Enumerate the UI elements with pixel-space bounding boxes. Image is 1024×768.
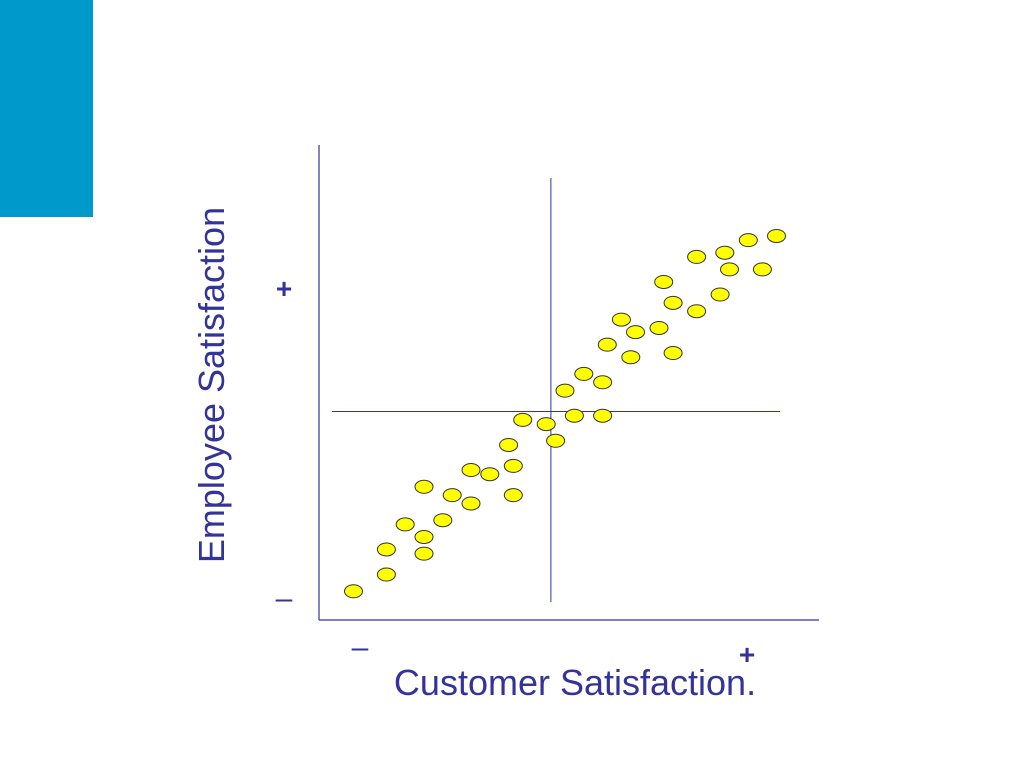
data-point xyxy=(687,249,707,264)
data-point xyxy=(738,233,758,248)
data-point xyxy=(376,542,396,557)
y-low-label: – xyxy=(276,582,293,615)
data-point xyxy=(546,433,566,448)
x-low-label: – xyxy=(352,631,369,664)
data-point xyxy=(344,584,363,599)
data-point xyxy=(555,383,575,398)
data-point xyxy=(720,262,739,277)
data-point xyxy=(593,408,613,423)
data-point xyxy=(499,437,519,452)
data-point xyxy=(414,529,434,544)
data-point xyxy=(663,295,683,310)
data-point xyxy=(752,262,772,277)
y-high-label: + xyxy=(276,273,292,304)
data-point xyxy=(414,479,434,494)
y-axis-title: Employee Satisfaction xyxy=(191,207,232,563)
data-point xyxy=(710,287,730,302)
data-point xyxy=(414,546,434,561)
x-axis-title: Customer Satisfaction. xyxy=(394,662,756,703)
data-point xyxy=(597,337,617,352)
data-point xyxy=(687,304,707,319)
data-point xyxy=(536,417,556,432)
data-point xyxy=(593,375,613,390)
data-point xyxy=(442,488,462,503)
x-high-label: + xyxy=(739,639,755,670)
data-points xyxy=(344,228,786,599)
data-point xyxy=(654,274,674,289)
data-point xyxy=(395,517,415,532)
data-point xyxy=(503,458,523,473)
data-point xyxy=(376,567,396,582)
data-point xyxy=(503,488,523,503)
data-point xyxy=(649,320,669,335)
data-point xyxy=(574,366,594,381)
data-point xyxy=(611,312,631,327)
data-point xyxy=(715,245,735,260)
data-point xyxy=(564,408,584,423)
data-point xyxy=(513,412,533,427)
data-point xyxy=(461,496,481,511)
data-point xyxy=(621,350,641,365)
data-point xyxy=(767,228,786,243)
data-point xyxy=(461,463,481,478)
data-point xyxy=(480,467,500,482)
data-point xyxy=(433,513,453,528)
accent-bar xyxy=(0,0,93,217)
data-point xyxy=(626,325,645,340)
data-point xyxy=(663,346,683,361)
